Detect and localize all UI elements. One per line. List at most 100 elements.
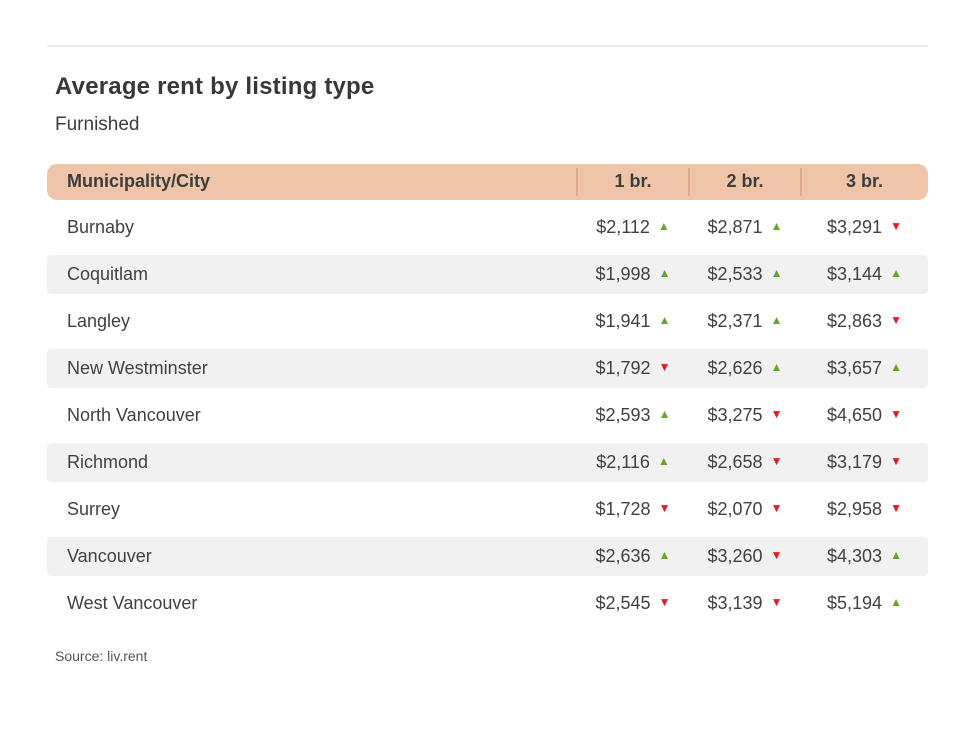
- rent-value-group: $2,112 ▲: [596, 217, 670, 238]
- rent-amount: $1,941: [595, 310, 651, 331]
- rent-value-cell: $2,533 ▲: [689, 254, 801, 294]
- rent-amount: $3,139: [707, 592, 763, 613]
- rent-amount: $2,112: [596, 216, 650, 237]
- rent-amount: $2,593: [595, 404, 651, 425]
- rent-table: Municipality/City 1 br. 2 br. 3 br. Burn…: [47, 156, 928, 631]
- rent-value-cell: $2,636 ▲: [577, 536, 689, 576]
- rent-amount: $4,303: [827, 545, 883, 566]
- rent-amount: $2,371: [707, 310, 763, 331]
- rent-value-group: $1,792 ▼: [596, 358, 671, 379]
- rent-value-group: $1,941 ▲: [596, 311, 671, 332]
- rent-value-group: $3,260 ▼: [708, 546, 783, 567]
- rent-value-group: $2,863 ▼: [827, 311, 902, 332]
- municipality-cell: North Vancouver: [47, 395, 577, 435]
- rent-value-cell: $2,626 ▲: [689, 348, 801, 388]
- rent-value-group: $2,958 ▼: [827, 499, 902, 520]
- rent-value-cell: $3,139 ▼: [689, 583, 801, 623]
- municipality-cell: Coquitlam: [47, 254, 577, 294]
- rent-value-cell: $1,998 ▲: [577, 254, 689, 294]
- rent-value-group: $3,139 ▼: [708, 593, 783, 614]
- rent-value-group: $3,275 ▼: [708, 405, 783, 426]
- trend-down-icon: ▼: [770, 548, 783, 563]
- rent-value-cell: $3,291 ▼: [801, 207, 928, 247]
- trend-down-icon: ▼: [770, 501, 783, 516]
- rent-value-cell: $4,303 ▲: [801, 536, 928, 576]
- rent-amount: $3,657: [827, 357, 883, 378]
- trend-down-icon: ▼: [890, 219, 902, 234]
- rent-value-cell: $4,650 ▼: [801, 395, 928, 435]
- trend-up-icon: ▲: [890, 595, 902, 610]
- rent-value-group: $5,194 ▲: [827, 593, 902, 614]
- trend-up-icon: ▲: [658, 266, 671, 281]
- column-header-3br: 3 br.: [800, 163, 928, 200]
- rent-value-group: $2,533 ▲: [708, 264, 783, 285]
- rent-amount: $2,116: [596, 451, 650, 472]
- trend-down-icon: ▼: [770, 407, 783, 422]
- trend-up-icon: ▲: [770, 266, 783, 281]
- rent-value-cell: $3,179 ▼: [801, 442, 928, 482]
- trend-up-icon: ▲: [658, 313, 671, 328]
- trend-down-icon: ▼: [658, 360, 671, 375]
- rent-value-group: $1,728 ▼: [596, 499, 671, 520]
- rent-amount: $5,194: [827, 592, 883, 613]
- table-header-row: Municipality/City 1 br. 2 br. 3 br.: [47, 163, 928, 200]
- table-row: Langley $1,941 ▲ $2,371 ▲ $2,863 ▼: [47, 301, 928, 341]
- trend-up-icon: ▲: [657, 219, 670, 234]
- rent-value-cell: $2,593 ▲: [577, 395, 689, 435]
- rent-amount: $1,728: [595, 498, 651, 519]
- trend-up-icon: ▲: [770, 313, 783, 328]
- trend-up-icon: ▲: [658, 548, 671, 563]
- rent-value-group: $2,116 ▲: [596, 452, 670, 473]
- rent-value-cell: $2,070 ▼: [689, 489, 801, 529]
- municipality-cell: Vancouver: [47, 536, 577, 576]
- rent-amount: $2,636: [595, 545, 651, 566]
- page-subtitle: Furnished: [55, 113, 140, 135]
- rent-value-cell: $3,260 ▼: [689, 536, 801, 576]
- municipality-cell: Richmond: [47, 442, 577, 482]
- trend-down-icon: ▼: [890, 407, 902, 422]
- rent-amount: $2,545: [595, 592, 651, 613]
- trend-down-icon: ▼: [658, 501, 671, 516]
- rent-value-cell: $2,112 ▲: [577, 207, 689, 247]
- trend-up-icon: ▲: [770, 360, 783, 375]
- trend-down-icon: ▼: [770, 595, 783, 610]
- table-row: New Westminster $1,792 ▼ $2,626 ▲ $3,657 ▲: [47, 348, 928, 388]
- rent-value-group: $2,658 ▼: [708, 452, 783, 473]
- trend-down-icon: ▼: [658, 595, 671, 610]
- rent-amount: $2,626: [707, 357, 763, 378]
- rent-amount: $2,871: [707, 216, 763, 237]
- table-row: Vancouver $2,636 ▲ $3,260 ▼ $4,303 ▲: [47, 536, 928, 576]
- rent-amount: $3,260: [707, 545, 763, 566]
- table-row: Coquitlam $1,998 ▲ $2,533 ▲ $3,144 ▲: [47, 254, 928, 294]
- column-header-2br: 2 br.: [688, 163, 801, 200]
- rent-amount: $3,144: [827, 263, 883, 284]
- rent-value-group: $2,593 ▲: [596, 405, 671, 426]
- rent-amount: $2,658: [707, 451, 763, 472]
- rent-amount: $1,998: [595, 263, 651, 284]
- trend-down-icon: ▼: [890, 313, 902, 328]
- rent-value-group: $4,650 ▼: [827, 405, 902, 426]
- column-header-municipality: Municipality/City: [47, 163, 577, 200]
- rent-value-group: $2,371 ▲: [708, 311, 783, 332]
- rent-value-cell: $2,545 ▼: [577, 583, 689, 623]
- report-page: Average rent by listing type Furnished M…: [47, 45, 928, 664]
- rent-value-cell: $1,728 ▼: [577, 489, 689, 529]
- top-divider: [47, 45, 928, 47]
- rent-value-cell: $2,958 ▼: [801, 489, 928, 529]
- rent-amount: $3,291: [827, 216, 883, 237]
- rent-value-cell: $2,658 ▼: [689, 442, 801, 482]
- rent-value-group: $4,303 ▲: [827, 546, 902, 567]
- table-row: West Vancouver $2,545 ▼ $3,139 ▼ $5,194 ▲: [47, 583, 928, 623]
- rent-value-cell: $1,792 ▼: [577, 348, 689, 388]
- rent-value-group: $2,545 ▼: [596, 593, 671, 614]
- rent-value-group: $2,871 ▲: [708, 217, 783, 238]
- rent-value-group: $2,070 ▼: [708, 499, 783, 520]
- trend-down-icon: ▼: [890, 501, 902, 516]
- rent-value-group: $2,636 ▲: [596, 546, 671, 567]
- rent-amount: $3,179: [827, 451, 883, 472]
- table-body: Burnaby $2,112 ▲ $2,871 ▲ $3,291 ▼ Coquitlam $1,…: [47, 207, 928, 623]
- rent-value-cell: $2,871 ▲: [689, 207, 801, 247]
- rent-value-cell: $2,116 ▲: [577, 442, 689, 482]
- rent-amount: $1,792: [595, 357, 651, 378]
- trend-up-icon: ▲: [890, 548, 902, 563]
